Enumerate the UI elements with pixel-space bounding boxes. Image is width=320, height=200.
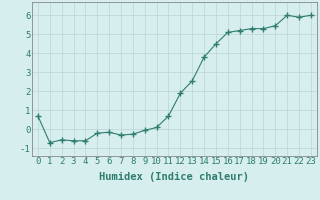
X-axis label: Humidex (Indice chaleur): Humidex (Indice chaleur)	[100, 172, 249, 182]
